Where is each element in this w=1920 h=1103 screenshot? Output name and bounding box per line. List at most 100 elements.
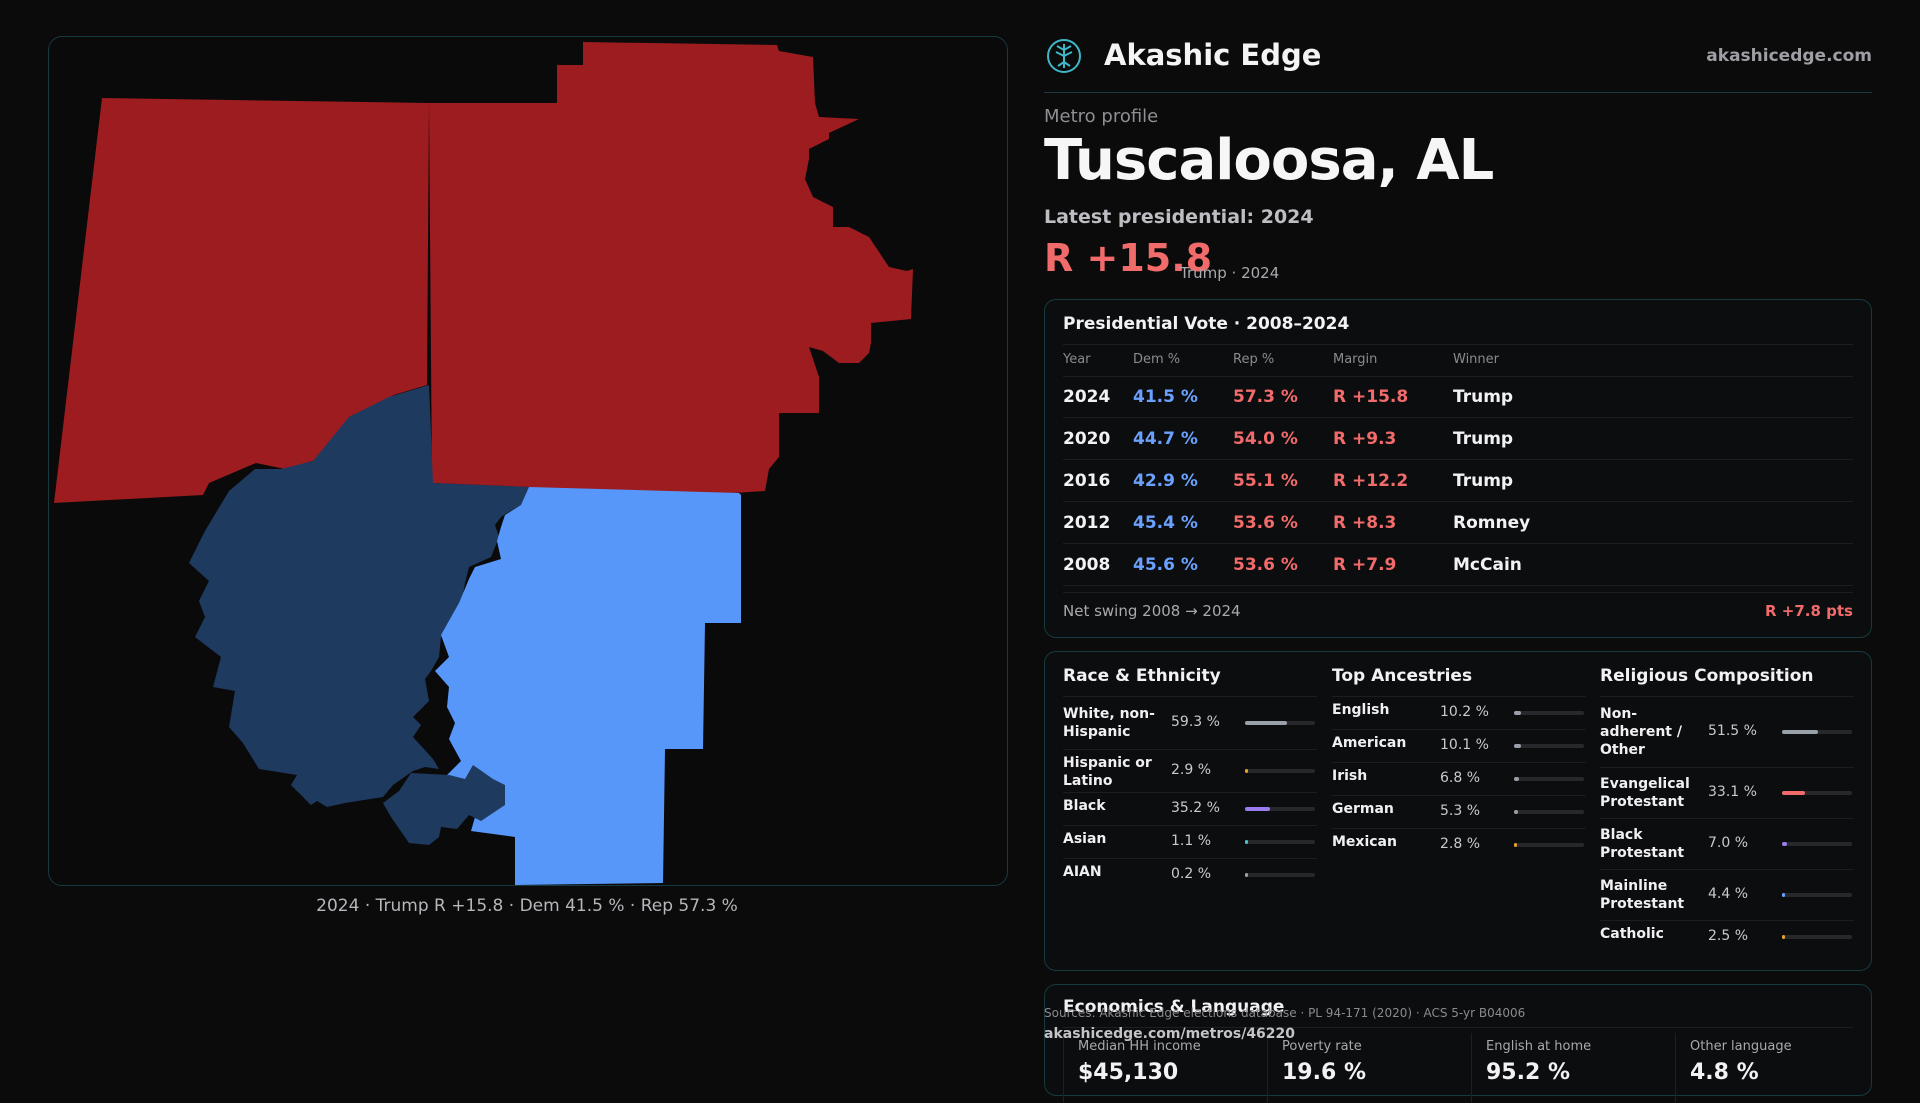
- religion-name: Evangelical Protestant: [1600, 776, 1690, 810]
- row-rep-pct: 55.1 %: [1233, 471, 1298, 491]
- race-bar-fill: [1245, 807, 1270, 811]
- ancestry-pct: 6.8 %: [1440, 770, 1481, 786]
- race-bar-fill: [1245, 840, 1248, 844]
- race-bar: [1245, 769, 1315, 773]
- econ-stat: English at home 95.2 %: [1471, 1033, 1674, 1103]
- row-dem-pct: 44.7 %: [1133, 429, 1198, 449]
- county-greene[interactable]: [189, 385, 529, 807]
- race-bar-fill: [1245, 721, 1287, 725]
- brand-name[interactable]: Akashic Edge: [1104, 38, 1322, 72]
- col-year: Year: [1063, 352, 1091, 367]
- county-sumter-sliver[interactable]: [383, 765, 505, 845]
- religion-name: Black Protestant: [1600, 827, 1685, 861]
- religion-bar-fill: [1782, 842, 1787, 846]
- vote-table-row: 2012 45.4 % 53.6 % R +8.3 Romney: [1063, 502, 1853, 544]
- religion-bar: [1782, 791, 1852, 795]
- ancestry-bar-fill: [1514, 711, 1522, 715]
- vote-table-row: 2024 41.5 % 57.3 % R +15.8 Trump: [1063, 376, 1853, 418]
- county-tuscaloosa-north[interactable]: [429, 42, 913, 493]
- ancestry-name: German: [1332, 801, 1394, 817]
- race-row: White, non-Hispanic 59.3 %: [1063, 696, 1317, 749]
- row-margin: R +8.3: [1333, 513, 1397, 533]
- race-bar: [1245, 807, 1315, 811]
- ancestry-name: Mexican: [1332, 834, 1397, 850]
- akashic-tree-icon: [1047, 39, 1081, 73]
- ancestry-row: English 10.2 %: [1332, 696, 1586, 729]
- religion-bar: [1782, 893, 1852, 897]
- econ-stat-value: $45,130: [1078, 1060, 1179, 1085]
- vote-table-row: 2008 45.6 % 53.6 % R +7.9 McCain: [1063, 544, 1853, 586]
- county-fayette[interactable]: [54, 98, 429, 503]
- presidential-vote-card: Presidential Vote · 2008–2024 Year Dem %…: [1044, 299, 1872, 638]
- religion-bar: [1782, 730, 1852, 734]
- row-rep-pct: 53.6 %: [1233, 513, 1298, 533]
- ancestry-bar-fill: [1514, 744, 1522, 748]
- ancestry-bar: [1514, 810, 1584, 814]
- county-hale[interactable]: [429, 487, 741, 885]
- col-rep: Rep %: [1233, 352, 1275, 367]
- econ-stat-label: Other language: [1690, 1039, 1792, 1054]
- ancestry-name: American: [1332, 735, 1407, 751]
- county-map[interactable]: [48, 36, 1008, 886]
- demographics-card: Race & Ethnicity White, non-Hispanic 59.3…: [1044, 651, 1872, 971]
- race-bar: [1245, 721, 1315, 725]
- row-dem-pct: 41.5 %: [1133, 387, 1198, 407]
- religion-bar: [1782, 935, 1852, 939]
- econ-stat-label: Poverty rate: [1282, 1039, 1362, 1054]
- econ-stat-label: Median HH income: [1078, 1039, 1201, 1054]
- religion-row: Black Protestant 7.0 %: [1600, 818, 1854, 869]
- row-margin: R +7.9: [1333, 555, 1397, 575]
- ancestry-pct: 5.3 %: [1440, 803, 1481, 819]
- row-margin: R +9.3: [1333, 429, 1397, 449]
- latest-presidential-label: Latest presidential: 2024: [1044, 206, 1314, 228]
- col-dem: Dem %: [1133, 352, 1181, 367]
- row-year: 2012: [1063, 513, 1111, 533]
- religion-name: Catholic: [1600, 926, 1664, 942]
- religion-bar: [1782, 842, 1852, 846]
- religion-bar-fill: [1782, 893, 1786, 897]
- ancestry-bar: [1514, 711, 1584, 715]
- divider: [1063, 1027, 1853, 1028]
- row-rep-pct: 54.0 %: [1233, 429, 1298, 449]
- religion-pct: 4.4 %: [1708, 886, 1749, 902]
- religion-row: Evangelical Protestant 33.1 %: [1600, 767, 1854, 818]
- race-name: Black: [1063, 798, 1106, 814]
- metro-profile-label: Metro profile: [1044, 106, 1159, 127]
- race-pct: 0.2 %: [1171, 866, 1212, 882]
- site-link[interactable]: akashicedge.com: [1706, 46, 1872, 66]
- row-rep-pct: 53.6 %: [1233, 555, 1298, 575]
- row-winner: Trump: [1453, 471, 1514, 491]
- ancestry-column: Top Ancestries English 10.2 % American 10.1…: [1332, 666, 1586, 861]
- col-margin: Margin: [1333, 352, 1378, 367]
- metro-url[interactable]: akashicedge.com/metros/46220: [1044, 1026, 1296, 1042]
- latest-margin: R +15.8: [1044, 236, 1213, 280]
- vote-card-title: Presidential Vote · 2008–2024: [1063, 314, 1350, 334]
- race-pct: 35.2 %: [1171, 800, 1220, 816]
- religion-title: Religious Composition: [1600, 666, 1814, 686]
- religion-pct: 2.5 %: [1708, 928, 1749, 944]
- econ-title: Economics & Language: [1063, 997, 1285, 1017]
- religion-name: Non-adherent / Other: [1600, 706, 1682, 758]
- religion-row: Mainline Protestant 4.4 %: [1600, 869, 1854, 920]
- ancestry-bar-fill: [1514, 843, 1517, 847]
- ancestry-bar-fill: [1514, 810, 1518, 814]
- divider: [1063, 344, 1853, 345]
- vote-table-row: 2016 42.9 % 55.1 % R +12.2 Trump: [1063, 460, 1853, 502]
- religion-row: Catholic 2.5 %: [1600, 920, 1854, 953]
- race-title: Race & Ethnicity: [1063, 666, 1221, 686]
- ancestry-pct: 2.8 %: [1440, 836, 1481, 852]
- row-winner: Romney: [1453, 513, 1531, 533]
- race-column: Race & Ethnicity White, non-Hispanic 59.3…: [1063, 666, 1317, 891]
- header: Akashic Edge akashicedge.com: [1044, 36, 1872, 93]
- net-swing-label: Net swing 2008 → 2024: [1063, 602, 1241, 620]
- race-name: Asian: [1063, 831, 1107, 847]
- map-svg[interactable]: [49, 37, 1007, 885]
- row-dem-pct: 45.6 %: [1133, 555, 1198, 575]
- race-row: Asian 1.1 %: [1063, 825, 1317, 858]
- ancestry-bar: [1514, 843, 1584, 847]
- econ-stat: Median HH income $45,130: [1063, 1033, 1266, 1103]
- religion-pct: 51.5 %: [1708, 723, 1757, 739]
- row-year: 2008: [1063, 555, 1111, 575]
- col-winner: Winner: [1453, 352, 1500, 367]
- econ-stat: Poverty rate 19.6 %: [1267, 1033, 1470, 1103]
